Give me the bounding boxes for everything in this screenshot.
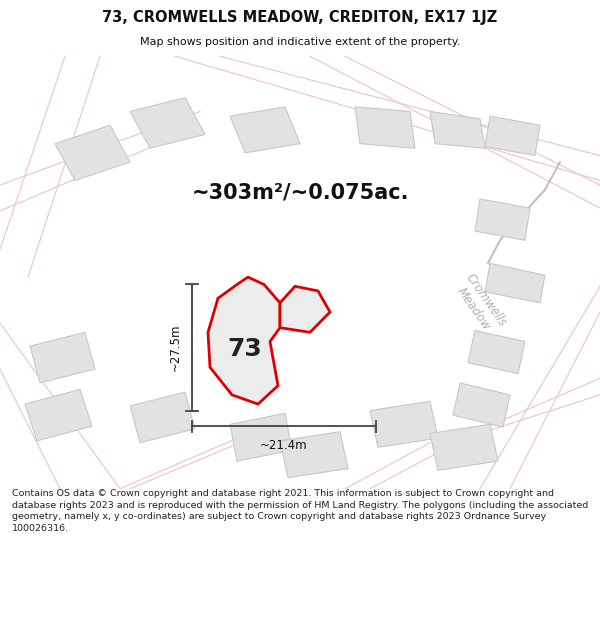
- Polygon shape: [30, 332, 95, 383]
- Text: Cromwells
Meadow: Cromwells Meadow: [451, 271, 509, 338]
- Polygon shape: [280, 286, 330, 332]
- Polygon shape: [485, 263, 545, 303]
- Polygon shape: [130, 98, 205, 148]
- Text: ~27.5m: ~27.5m: [169, 324, 182, 371]
- Text: 73: 73: [227, 337, 262, 361]
- Text: ~303m²/~0.075ac.: ~303m²/~0.075ac.: [191, 182, 409, 203]
- Polygon shape: [130, 392, 195, 442]
- Polygon shape: [230, 413, 292, 461]
- Text: 73, CROMWELLS MEADOW, CREDITON, EX17 1JZ: 73, CROMWELLS MEADOW, CREDITON, EX17 1JZ: [103, 10, 497, 25]
- Polygon shape: [430, 111, 485, 148]
- Polygon shape: [25, 389, 92, 441]
- Polygon shape: [475, 199, 530, 240]
- Polygon shape: [430, 424, 498, 471]
- Polygon shape: [468, 331, 525, 374]
- Polygon shape: [453, 383, 510, 427]
- Polygon shape: [370, 401, 438, 448]
- Polygon shape: [355, 107, 415, 148]
- Text: Contains OS data © Crown copyright and database right 2021. This information is : Contains OS data © Crown copyright and d…: [12, 489, 588, 533]
- Polygon shape: [280, 432, 348, 478]
- Polygon shape: [55, 125, 130, 181]
- Polygon shape: [208, 277, 280, 404]
- Text: ~21.4m: ~21.4m: [260, 439, 308, 452]
- Text: Map shows position and indicative extent of the property.: Map shows position and indicative extent…: [140, 36, 460, 47]
- Polygon shape: [485, 116, 540, 156]
- Polygon shape: [230, 107, 300, 153]
